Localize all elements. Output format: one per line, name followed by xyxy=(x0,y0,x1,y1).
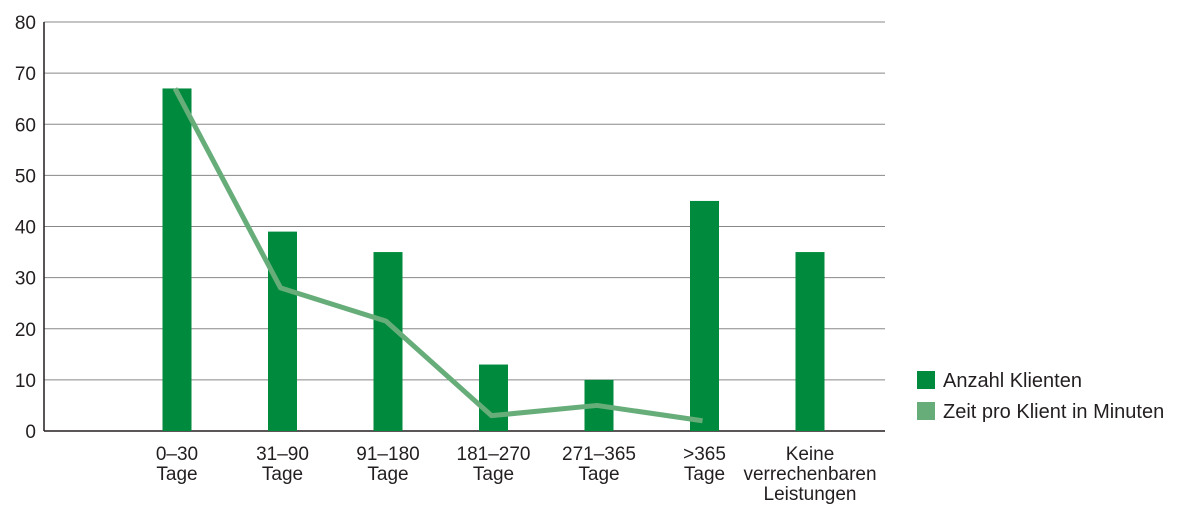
x-tick-label: 181–270 Tage xyxy=(457,444,531,485)
y-tick-label: 10 xyxy=(15,371,36,392)
y-tick-label: 30 xyxy=(15,269,36,290)
bar xyxy=(690,200,719,431)
line-series xyxy=(172,87,703,424)
bar xyxy=(795,252,825,431)
legend: Anzahl Klienten Zeit pro Klient in Minute… xyxy=(917,370,1164,423)
x-tick-label: 0–30 Tage xyxy=(156,444,198,485)
bar xyxy=(479,364,508,431)
x-tick-label: >365 Tage xyxy=(683,444,726,485)
x-tick-label: 31–90 Tage xyxy=(256,444,309,485)
legend-label: Zeit pro Klient in Minuten xyxy=(943,401,1164,423)
bar xyxy=(162,88,192,432)
x-axis-labels: 0–30 Tage 31–90 Tage 91–180 Tage 181–270 Tage 27… xyxy=(156,444,877,505)
y-tick-label: 0 xyxy=(25,422,36,443)
y-tick-label: 40 xyxy=(15,218,36,239)
x-tick-label: Keine verrechenbaren Leistungen xyxy=(743,444,876,505)
y-tick-label: 70 xyxy=(15,64,36,85)
x-tick-label: 271–365 Tage xyxy=(562,444,636,485)
bar xyxy=(373,252,403,431)
y-tick-label: 60 xyxy=(15,115,36,136)
bar-series xyxy=(162,88,825,432)
y-tick-label: 20 xyxy=(15,320,36,341)
legend-swatch xyxy=(917,371,935,389)
bar xyxy=(268,231,297,431)
y-tick-label: 80 xyxy=(15,13,36,34)
x-tick-label: 91–180 Tage xyxy=(356,444,419,485)
legend-label: Anzahl Klienten xyxy=(943,370,1082,392)
y-tick-label: 50 xyxy=(15,166,36,187)
line-path xyxy=(172,87,703,424)
legend-swatch xyxy=(917,402,935,420)
